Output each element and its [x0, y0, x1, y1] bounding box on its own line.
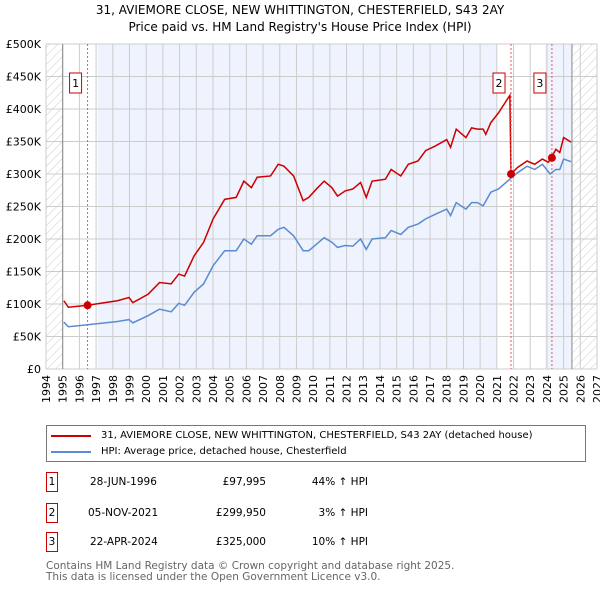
- legend-label: HPI: Average price, detached house, Ches…: [101, 446, 347, 457]
- sale-marker-box: [492, 72, 506, 94]
- x-tick-label: 1996: [73, 375, 86, 403]
- y-tick-label: £350K: [6, 136, 42, 149]
- legend-swatch-blue: [51, 451, 91, 453]
- sale-point: [547, 153, 556, 162]
- sale-point: [507, 170, 516, 179]
- x-tick-label: 2015: [391, 375, 404, 403]
- y-tick-label: £300K: [6, 168, 42, 181]
- x-tick-label: 2024: [541, 375, 554, 403]
- y-tick-label: £100K: [6, 298, 42, 311]
- y-tick-label: £200K: [6, 233, 42, 246]
- x-tick-label: 2000: [140, 375, 153, 403]
- legend-item-hpi: HPI: Average price, detached house, Ches…: [51, 446, 347, 458]
- footer: Contains HM Land Registry data © Crown c…: [46, 561, 454, 583]
- sale-badge: 1: [46, 472, 58, 492]
- x-tick-label: 2010: [307, 375, 320, 403]
- sale-marker-box: [533, 72, 547, 94]
- y-tick-label: £450K: [6, 71, 42, 84]
- sale-point: [83, 301, 92, 310]
- x-tick-label: 2027: [591, 375, 600, 403]
- x-tick-label: 2026: [574, 375, 587, 403]
- y-tick-label: £50K: [13, 331, 42, 344]
- x-tick-label: 2013: [357, 375, 370, 403]
- x-tick-label: 1997: [90, 375, 103, 403]
- sale-date: 28-JUN-1996: [90, 476, 157, 488]
- x-tick-label: 2025: [558, 375, 571, 403]
- x-tick-label: 2019: [457, 375, 470, 403]
- x-tick-label: 2009: [290, 375, 303, 403]
- x-tick-label: 2012: [341, 375, 354, 403]
- x-tick-label: 1995: [57, 375, 70, 403]
- x-tick-label: 2016: [407, 375, 420, 403]
- sale-badge: 2: [46, 503, 58, 523]
- x-tick-label: 1999: [123, 375, 136, 403]
- x-tick-label: 2005: [224, 375, 237, 403]
- sale-marker-label: 1: [72, 77, 79, 90]
- y-tick-label: £400K: [6, 103, 42, 116]
- chart-title: 31, AVIEMORE CLOSE, NEW WHITTINGTON, CHE…: [95, 3, 505, 17]
- x-tick-label: 1998: [107, 375, 120, 403]
- y-tick-label: £150K: [6, 266, 42, 279]
- sale-price: £299,950: [215, 507, 266, 519]
- footer-copyright: Contains HM Land Registry data © Crown c…: [46, 560, 455, 572]
- sale-date: 05-NOV-2021: [88, 507, 159, 519]
- sale-hpi: 3% ↑ HPI: [318, 507, 368, 519]
- x-tick-label: 2003: [190, 375, 203, 403]
- legend: 31, AVIEMORE CLOSE, NEW WHITTINGTON, CHE…: [46, 425, 586, 462]
- legend-label: 31, AVIEMORE CLOSE, NEW WHITTINGTON, CHE…: [101, 430, 533, 441]
- x-tick-label: 2020: [474, 375, 487, 403]
- sale-price: £325,000: [215, 536, 266, 548]
- sale-hpi: 10% ↑ HPI: [311, 536, 368, 548]
- y-tick-label: £250K: [6, 201, 42, 214]
- sale-marker-label: 3: [536, 77, 543, 90]
- chart-subtitle: Price paid vs. HM Land Registry's House …: [128, 20, 472, 34]
- y-tick-label: £0: [27, 363, 41, 376]
- sale-date: 22-APR-2024: [90, 536, 158, 548]
- x-tick-label: 2011: [324, 375, 337, 403]
- sale-marker-box: [69, 72, 83, 94]
- property-price-line: [63, 92, 572, 309]
- x-tick-label: 2014: [374, 375, 387, 403]
- x-tick-label: 1994: [40, 375, 53, 403]
- x-tick-label: 2018: [441, 375, 454, 403]
- footer-licence: This data is licensed under the Open Gov…: [46, 571, 381, 583]
- x-tick-label: 2004: [207, 375, 220, 403]
- legend-item-property: 31, AVIEMORE CLOSE, NEW WHITTINGTON, CHE…: [51, 430, 533, 442]
- x-tick-label: 2022: [508, 375, 521, 403]
- sale-badge: 3: [46, 532, 58, 552]
- x-tick-label: 2017: [424, 375, 437, 403]
- hpi-line: [63, 158, 572, 328]
- x-tick-label: 2006: [240, 375, 253, 403]
- sale-hpi: 44% ↑ HPI: [311, 476, 368, 488]
- sale-marker-label: 2: [496, 77, 503, 90]
- sale-price: £97,995: [222, 476, 266, 488]
- x-tick-label: 2023: [524, 375, 537, 403]
- x-tick-label: 2021: [491, 375, 504, 403]
- legend-swatch-red: [51, 435, 91, 437]
- x-tick-label: 2002: [174, 375, 187, 403]
- x-tick-label: 2008: [274, 375, 287, 403]
- y-tick-label: £500K: [6, 38, 42, 51]
- x-tick-label: 2001: [157, 375, 170, 403]
- x-tick-label: 2007: [257, 375, 270, 403]
